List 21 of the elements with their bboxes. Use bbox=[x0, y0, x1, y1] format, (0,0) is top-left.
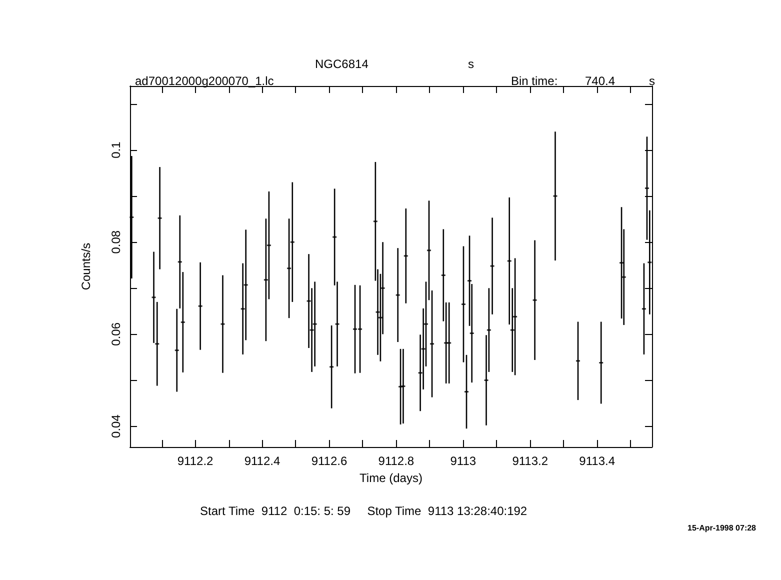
y-tick-label: 0.08 bbox=[109, 230, 123, 254]
y-tick-label: 0.1 bbox=[109, 141, 123, 158]
text: Start Time 9112 0:15: 5: 59 Stop Time 9113 13:28:40:192 bbox=[200, 504, 528, 518]
y-tick-label: 0.06 bbox=[109, 322, 123, 346]
x-tick-label: 9112.4 bbox=[244, 454, 280, 468]
y-tick-label: 0.04 bbox=[109, 414, 123, 438]
x-tick-label: 9112.6 bbox=[311, 454, 348, 468]
y-axis-title: Counts/s bbox=[79, 242, 93, 290]
chart-title: NGC6814 bbox=[315, 57, 369, 71]
x-tick-label: 9112.8 bbox=[378, 454, 414, 468]
annotation: Bin time: bbox=[511, 74, 558, 88]
annotation: 740.4 bbox=[585, 74, 616, 88]
chart-subtitle: ad70012000g200070_1.lc bbox=[135, 74, 274, 88]
x-tick-label: 9113 bbox=[450, 454, 476, 468]
x-axis-title: Time (days) bbox=[360, 470, 422, 485]
annotation: s bbox=[649, 74, 655, 88]
x-tick-label: 9113.2 bbox=[512, 454, 548, 468]
x-tick-label: 9112.2 bbox=[177, 454, 214, 468]
text: 15-Apr-1998 07:28 bbox=[688, 524, 757, 532]
x-tick-label: 9113.4 bbox=[579, 454, 616, 468]
text: s bbox=[468, 57, 474, 71]
